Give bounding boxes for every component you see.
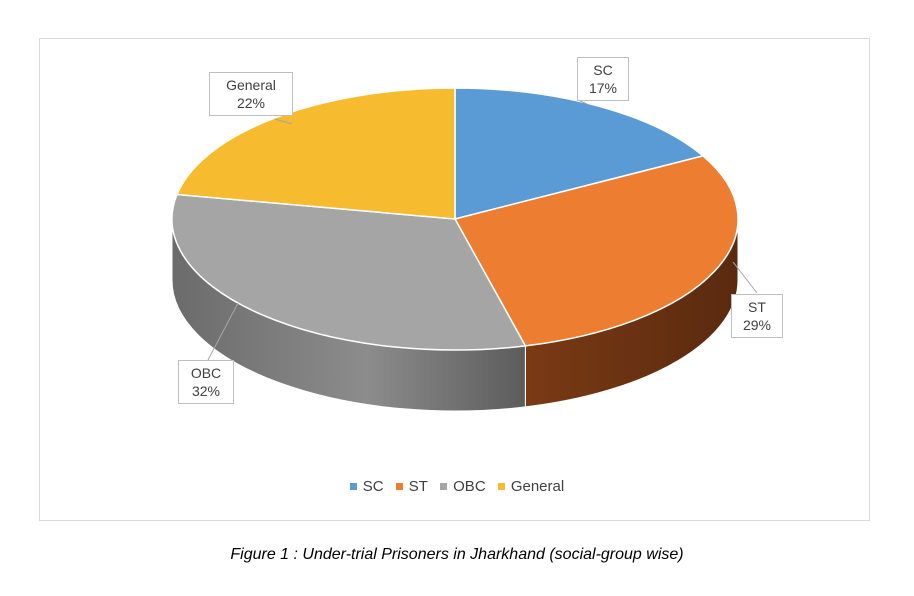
legend-label-general: General bbox=[510, 478, 565, 495]
data-label-obc-value: 32% bbox=[191, 383, 221, 399]
legend-item-st: ST bbox=[395, 478, 428, 495]
data-label-st-name: ST bbox=[748, 299, 766, 315]
leader-line-obc bbox=[207, 302, 239, 361]
legend-swatch-general bbox=[497, 482, 505, 490]
pie-slice-sc bbox=[454, 87, 705, 220]
legend-swatch-st bbox=[395, 482, 403, 490]
data-label-sc-name: SC bbox=[593, 62, 613, 78]
leader-line-st bbox=[732, 261, 758, 294]
data-label-sc: SC 17% bbox=[577, 57, 629, 101]
leader-line-general bbox=[274, 118, 293, 125]
legend-item-sc: SC bbox=[349, 478, 384, 495]
data-label-sc-value: 17% bbox=[588, 80, 618, 96]
legend-label-st: ST bbox=[408, 478, 428, 495]
pie-slice-st bbox=[453, 155, 739, 347]
legend-swatch-sc bbox=[349, 482, 357, 490]
data-label-obc-name: OBC bbox=[190, 365, 222, 381]
data-label-obc: OBC 32% bbox=[178, 360, 234, 404]
data-label-general-name: General bbox=[226, 77, 276, 93]
data-label-general: General 22% bbox=[209, 72, 293, 116]
data-label-st: ST 29% bbox=[731, 294, 783, 338]
figure-caption: Figure 1 : Under-trial Prisoners in Jhar… bbox=[230, 546, 684, 563]
chart-legend: SC ST OBC General bbox=[0, 478, 914, 495]
legend-item-general: General bbox=[497, 478, 565, 495]
data-label-st-value: 29% bbox=[742, 317, 772, 333]
pie-slice-general bbox=[175, 87, 456, 220]
legend-label-sc: SC bbox=[362, 478, 384, 495]
legend-item-obc: OBC bbox=[440, 478, 486, 495]
data-label-general-value: 22% bbox=[236, 95, 266, 111]
legend-swatch-obc bbox=[440, 482, 448, 490]
legend-label-obc: OBC bbox=[453, 478, 486, 495]
pie-slice-obc bbox=[171, 193, 527, 351]
